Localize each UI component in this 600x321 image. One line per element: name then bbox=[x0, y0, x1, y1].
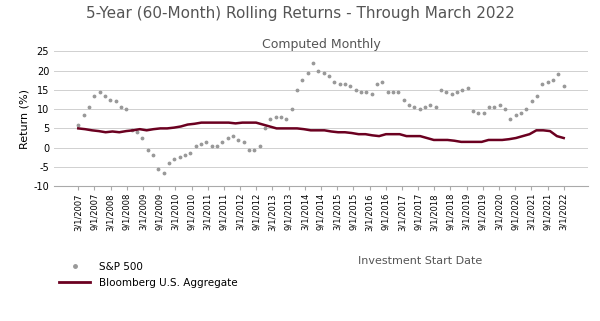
S&P 500 bbox=[560, 84, 568, 88]
S&P 500 bbox=[491, 105, 498, 109]
Bloomberg U.S. Aggregate bbox=[410, 134, 417, 138]
Line: S&P 500: S&P 500 bbox=[76, 60, 566, 175]
Title: Computed Monthly: Computed Monthly bbox=[262, 39, 380, 51]
S&P 500 bbox=[464, 86, 472, 90]
Bloomberg U.S. Aggregate bbox=[560, 136, 568, 140]
S&P 500 bbox=[443, 90, 450, 94]
Bloomberg U.S. Aggregate bbox=[74, 126, 82, 130]
Bloomberg U.S. Aggregate bbox=[143, 128, 150, 132]
Text: Investment Start Date: Investment Start Date bbox=[358, 256, 482, 266]
S&P 500 bbox=[373, 82, 380, 86]
Legend: S&P 500, Bloomberg U.S. Aggregate: S&P 500, Bloomberg U.S. Aggregate bbox=[59, 262, 238, 288]
S&P 500 bbox=[160, 171, 167, 175]
S&P 500 bbox=[475, 111, 482, 115]
Line: Bloomberg U.S. Aggregate: Bloomberg U.S. Aggregate bbox=[78, 123, 564, 142]
Bloomberg U.S. Aggregate bbox=[533, 128, 540, 132]
Bloomberg U.S. Aggregate bbox=[458, 140, 465, 144]
S&P 500 bbox=[469, 109, 476, 113]
Bloomberg U.S. Aggregate bbox=[355, 132, 362, 136]
Text: 5-Year (60-Month) Rolling Returns - Through March 2022: 5-Year (60-Month) Rolling Returns - Thro… bbox=[86, 6, 514, 22]
Y-axis label: Return (%): Return (%) bbox=[19, 89, 29, 149]
Bloomberg U.S. Aggregate bbox=[198, 121, 205, 125]
Bloomberg U.S. Aggregate bbox=[245, 121, 253, 125]
Bloomberg U.S. Aggregate bbox=[389, 132, 397, 136]
S&P 500 bbox=[74, 123, 82, 126]
S&P 500 bbox=[310, 61, 317, 65]
